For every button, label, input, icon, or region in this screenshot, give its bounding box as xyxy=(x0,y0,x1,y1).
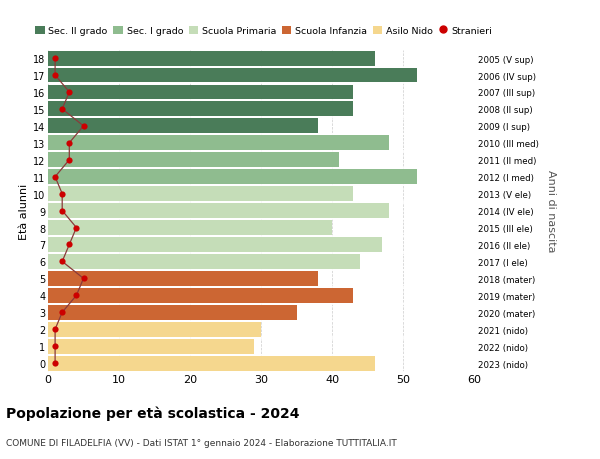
Point xyxy=(50,55,60,62)
Point xyxy=(58,106,67,113)
Text: COMUNE DI FILADELFIA (VV) - Dati ISTAT 1° gennaio 2024 - Elaborazione TUTTITALIA: COMUNE DI FILADELFIA (VV) - Dati ISTAT 1… xyxy=(6,438,397,448)
Bar xyxy=(48,356,374,371)
Point xyxy=(50,72,60,79)
Point xyxy=(58,190,67,198)
Point xyxy=(50,326,60,333)
Bar xyxy=(48,339,254,354)
Bar xyxy=(48,322,261,337)
Bar xyxy=(48,119,318,134)
Bar xyxy=(48,68,417,83)
Bar xyxy=(48,170,417,185)
Point xyxy=(71,292,81,299)
Legend: Sec. II grado, Sec. I grado, Scuola Primaria, Scuola Infanzia, Asilo Nido, Stran: Sec. II grado, Sec. I grado, Scuola Prim… xyxy=(31,23,496,40)
Bar xyxy=(48,288,353,303)
Point xyxy=(65,157,74,164)
Point xyxy=(58,207,67,215)
Bar xyxy=(48,136,389,151)
Point xyxy=(58,309,67,316)
Point xyxy=(65,89,74,96)
Bar xyxy=(48,85,353,100)
Y-axis label: Età alunni: Età alunni xyxy=(19,183,29,239)
Bar xyxy=(48,187,353,202)
Bar xyxy=(48,221,332,235)
Bar xyxy=(48,254,361,269)
Text: Popolazione per età scolastica - 2024: Popolazione per età scolastica - 2024 xyxy=(6,405,299,420)
Bar xyxy=(48,271,318,286)
Point xyxy=(58,258,67,266)
Point xyxy=(50,343,60,350)
Bar xyxy=(48,204,389,218)
Bar xyxy=(48,153,339,168)
Point xyxy=(50,174,60,181)
Point xyxy=(50,360,60,367)
Bar xyxy=(48,237,382,252)
Bar xyxy=(48,102,353,117)
Point xyxy=(79,123,88,130)
Point xyxy=(65,140,74,147)
Point xyxy=(71,224,81,232)
Bar xyxy=(48,305,296,320)
Point xyxy=(65,241,74,249)
Bar xyxy=(48,51,374,67)
Point xyxy=(79,275,88,282)
Y-axis label: Anni di nascita: Anni di nascita xyxy=(546,170,556,252)
